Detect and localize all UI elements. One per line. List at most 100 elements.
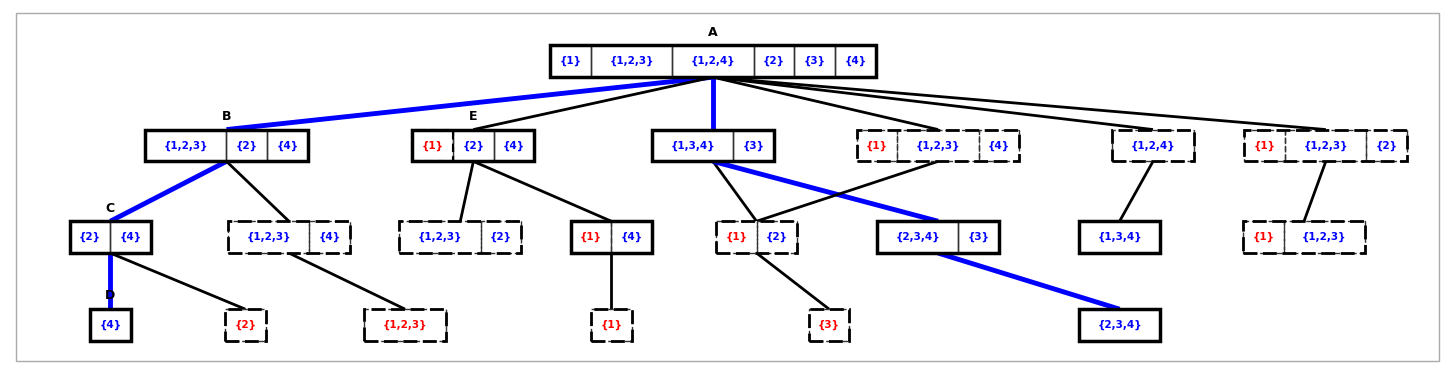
Bar — [754, 45, 794, 77]
Text: {1}: {1} — [866, 140, 888, 150]
Bar — [857, 130, 1020, 161]
Bar — [591, 309, 631, 341]
Bar — [1080, 221, 1160, 253]
Bar — [412, 130, 453, 161]
Bar — [226, 309, 266, 341]
Text: {1}: {1} — [422, 140, 444, 150]
Text: {2}: {2} — [490, 232, 512, 242]
Bar — [1112, 130, 1193, 161]
Bar — [399, 221, 521, 253]
Bar — [652, 130, 733, 161]
Text: {4}: {4} — [988, 140, 1010, 150]
Bar — [611, 221, 652, 253]
Text: {4}: {4} — [503, 140, 525, 150]
Text: {1,2,4}: {1,2,4} — [1131, 140, 1176, 150]
Text: {1,2,3}: {1,2,3} — [418, 232, 463, 242]
Bar — [1080, 221, 1160, 253]
Bar — [1285, 130, 1366, 161]
Text: {1}: {1} — [1253, 232, 1275, 242]
Bar — [1112, 130, 1193, 161]
Bar — [979, 130, 1020, 161]
Text: {2}: {2} — [79, 232, 100, 242]
Text: {1}: {1} — [601, 320, 623, 330]
Bar — [268, 130, 308, 161]
Text: {1}: {1} — [725, 232, 748, 242]
Bar — [652, 130, 774, 161]
Text: E: E — [469, 110, 477, 123]
Text: A: A — [709, 26, 717, 38]
Text: {1,3,4}: {1,3,4} — [671, 140, 714, 150]
Bar — [716, 221, 757, 253]
Bar — [146, 130, 308, 161]
Bar — [1080, 309, 1160, 341]
Text: {2}: {2} — [234, 320, 256, 330]
Bar — [570, 221, 611, 253]
Text: {1,2,3}: {1,2,3} — [610, 56, 653, 66]
Bar — [412, 130, 453, 161]
Text: {4}: {4} — [276, 140, 298, 150]
Bar — [399, 221, 521, 253]
Bar — [90, 309, 131, 341]
Text: {2,3,4}: {2,3,4} — [895, 232, 940, 242]
Text: {4}: {4} — [319, 232, 340, 242]
Text: {2,3,4}: {2,3,4} — [1097, 320, 1142, 330]
Text: {2}: {2} — [236, 140, 258, 150]
Bar — [70, 221, 111, 253]
Bar — [1080, 309, 1160, 341]
Bar — [226, 309, 266, 341]
Bar — [1112, 130, 1193, 161]
Bar — [835, 45, 876, 77]
Text: {4}: {4} — [119, 232, 141, 242]
Text: {3}: {3} — [818, 320, 840, 330]
Bar — [364, 309, 445, 341]
Bar — [1244, 130, 1407, 161]
Text: {2}: {2} — [463, 140, 485, 150]
Bar — [399, 221, 480, 253]
Text: {1,2,3}: {1,2,3} — [1304, 140, 1349, 150]
Bar — [591, 309, 631, 341]
Bar — [809, 309, 850, 341]
Text: {3}: {3} — [742, 140, 765, 150]
Bar — [672, 45, 754, 77]
Text: B: B — [221, 110, 231, 123]
Bar — [877, 221, 959, 253]
Text: {3}: {3} — [803, 56, 825, 66]
Text: {2}: {2} — [1376, 140, 1398, 150]
Bar — [1283, 221, 1365, 253]
Bar — [70, 221, 151, 253]
Text: {1,2,3}: {1,2,3} — [915, 140, 960, 150]
Bar — [70, 221, 151, 253]
Text: {1,2,3}: {1,2,3} — [246, 232, 291, 242]
Text: {3}: {3} — [968, 232, 989, 242]
Bar — [716, 221, 797, 253]
Text: {1}: {1} — [1254, 140, 1276, 150]
Bar — [809, 309, 850, 341]
Text: {1,2,3}: {1,2,3} — [383, 320, 428, 330]
Bar — [226, 309, 266, 341]
Bar — [877, 221, 1000, 253]
Bar — [1366, 130, 1407, 161]
Bar — [809, 309, 850, 341]
Text: {1,2,4}: {1,2,4} — [691, 56, 735, 66]
Bar — [733, 130, 774, 161]
Bar — [794, 45, 835, 77]
Bar — [412, 130, 534, 161]
Bar — [111, 221, 151, 253]
Text: {4}: {4} — [844, 56, 866, 66]
Bar — [228, 221, 349, 253]
Bar — [1243, 221, 1365, 253]
Bar — [898, 130, 979, 161]
Text: {1,2,3}: {1,2,3} — [1302, 232, 1347, 242]
Bar — [652, 130, 774, 161]
Bar — [310, 221, 349, 253]
Bar — [228, 221, 349, 253]
Bar — [146, 130, 227, 161]
Text: {4}: {4} — [621, 232, 643, 242]
Bar — [364, 309, 445, 341]
Text: {1}: {1} — [560, 56, 582, 66]
Bar — [90, 309, 131, 341]
Bar — [453, 130, 493, 161]
Bar — [1080, 221, 1160, 253]
Text: {2}: {2} — [765, 232, 787, 242]
Bar — [146, 130, 308, 161]
